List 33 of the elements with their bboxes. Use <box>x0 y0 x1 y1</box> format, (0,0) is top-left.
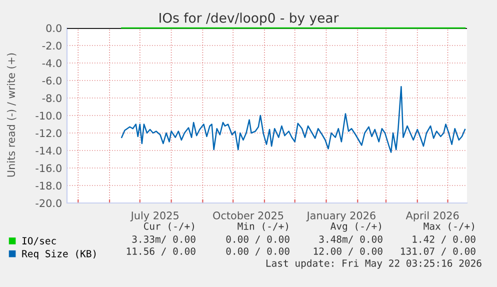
y-tick-label: -12.0 <box>36 129 62 138</box>
y-tick-label: 0.0 <box>46 24 62 32</box>
y-tick-label: -2.0 <box>42 42 62 50</box>
legend-label: Req Size (KB) <box>22 250 96 260</box>
text: Min (-/+) <box>238 222 288 231</box>
text: 1.42 / 0.00 <box>412 235 476 244</box>
y-tick-label: -8.0 <box>42 94 62 102</box>
text: 11.56 / 0.00 <box>126 247 196 256</box>
text: Cur (-/+) <box>144 222 194 231</box>
y-tick-label: -18.0 <box>36 182 62 190</box>
text: 0.00 / 0.00 <box>226 235 290 244</box>
y-tick-label: -16.0 <box>36 164 62 172</box>
text: Last update: Fri May 22 03:25:16 2026 <box>266 259 482 269</box>
x-tick-label: July 2025 <box>130 211 178 222</box>
text: 12.00 / 0.00 <box>314 247 382 256</box>
line-series <box>121 86 466 153</box>
text: Avg (-/+) <box>330 222 381 232</box>
text: 3.33m/ 0.00 <box>132 235 196 244</box>
y-tick-label: -4.0 <box>42 59 62 68</box>
text: 0.00 / 0.00 <box>226 247 290 256</box>
y-tick-label: -10.0 <box>36 112 62 120</box>
text: 3.48m/ 0.00 <box>319 235 382 244</box>
x-tick-label: October 2025 <box>213 211 284 220</box>
y-tick-label: -6.0 <box>42 76 62 85</box>
y-tick-label: -20.0 <box>36 199 62 208</box>
legend-label: IO/sec <box>22 237 56 246</box>
text: 131.07 / 0.00 <box>401 247 476 256</box>
y-axis-title: Units read (-) / write (+) <box>6 53 16 177</box>
y-tick-label: -14.0 <box>36 146 62 155</box>
x-tick-label: April 2026 <box>406 211 459 222</box>
text: Max (-/+) <box>424 222 474 231</box>
x-tick-label: January 2026 <box>306 212 376 222</box>
chart-title: IOs for /dev/loop0 - by year <box>160 12 339 26</box>
